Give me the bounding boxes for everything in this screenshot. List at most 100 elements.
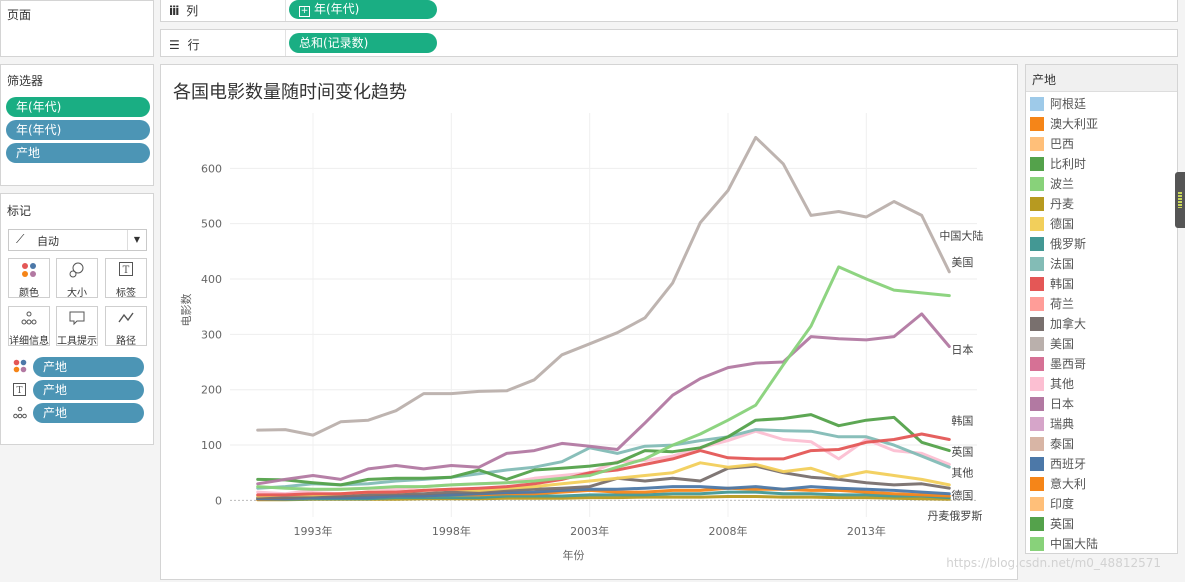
series-line xyxy=(256,135,951,437)
scrollbar-grip xyxy=(1178,192,1182,208)
mark-type-dropdown[interactable]: ⟋ 自动 ▼ xyxy=(8,229,147,251)
legend-swatch xyxy=(1030,97,1044,111)
columns-pill-year[interactable]: + 年(年代) xyxy=(289,0,437,19)
legend-swatch xyxy=(1030,177,1044,191)
y-tick-label: 600 xyxy=(201,162,222,175)
color-icon xyxy=(9,262,49,284)
filter-pill-year-2[interactable]: 年(年代) xyxy=(6,120,150,140)
columns-shelf[interactable]: iii 列 + 年(年代) xyxy=(160,0,1178,22)
legend-label: 德国 xyxy=(1050,217,1075,231)
x-tick-label: 2003年 xyxy=(570,524,609,538)
x-tick-label: 2013年 xyxy=(847,524,886,538)
x-tick-label: 1998年 xyxy=(432,524,471,538)
legend-swatch xyxy=(1030,357,1044,371)
marks-field-pill[interactable]: 产地 xyxy=(33,380,144,400)
legend-swatch xyxy=(1030,117,1044,131)
legend-label: 韩国 xyxy=(1050,277,1075,291)
detail-icon xyxy=(13,406,27,423)
columns-icon: iii xyxy=(169,4,179,18)
shelf-separator xyxy=(285,30,286,56)
rows-shelf[interactable]: ☰ 行 总和(记录数) xyxy=(160,29,1178,57)
chart-panel: 各国电影数量随时间变化趋势 0 100 200 300 400 500 600 1993年 19… xyxy=(160,64,1018,580)
legend-swatch xyxy=(1030,497,1044,511)
filter-pill-origin[interactable]: 产地 xyxy=(6,143,150,163)
legend-swatch xyxy=(1030,377,1044,391)
legend-label: 俄罗斯 xyxy=(1050,237,1087,251)
legend-header: 产地 xyxy=(1026,65,1177,92)
legend-swatch xyxy=(1030,417,1044,431)
y-tick-label: 0 xyxy=(215,494,222,507)
legend-swatch xyxy=(1030,257,1044,271)
legend-label: 中国大陆 xyxy=(1050,537,1099,551)
series-end-label: 美国 xyxy=(951,256,973,269)
marks-field-color[interactable]: 产地 xyxy=(13,357,148,377)
x-axis-title: 年份 xyxy=(563,548,585,562)
path-button[interactable]: 路径 xyxy=(105,306,147,347)
series-end-label: 英国 xyxy=(951,445,973,459)
tooltip-button[interactable]: 工具提示 xyxy=(56,306,98,347)
detail-icon xyxy=(9,310,49,332)
y-tick-label: 400 xyxy=(201,273,222,286)
legend-label: 意大利 xyxy=(1050,477,1087,491)
legend-swatch xyxy=(1030,237,1044,251)
legend-label: 日本 xyxy=(1050,397,1075,411)
legend-swatch xyxy=(1030,437,1044,451)
series-line xyxy=(256,265,951,491)
chevron-down-icon: ▼ xyxy=(127,230,146,250)
label-icon: T xyxy=(106,262,146,284)
legend-label: 法国 xyxy=(1050,257,1075,271)
legend-label: 丹麦 xyxy=(1050,197,1075,211)
svg-text:T: T xyxy=(123,265,130,276)
series-line xyxy=(256,428,951,490)
legend-label: 泰国 xyxy=(1050,437,1075,451)
pages-panel: 页面 xyxy=(0,0,154,57)
rows-shelf-label: ☰ 行 xyxy=(169,38,200,52)
legend-swatch xyxy=(1030,517,1044,531)
legend-swatch xyxy=(1030,477,1044,491)
scrollbar-handle[interactable] xyxy=(1175,172,1185,228)
series-line xyxy=(256,312,951,486)
legend-label: 阿根廷 xyxy=(1050,97,1087,111)
series-line xyxy=(256,485,951,501)
legend-label: 西班牙 xyxy=(1050,457,1087,471)
legend-label: 比利时 xyxy=(1050,157,1087,171)
marks-field-pill[interactable]: 产地 xyxy=(33,403,144,423)
legend-label: 加拿大 xyxy=(1050,317,1087,331)
path-icon xyxy=(106,310,146,332)
legend-label: 墨西哥 xyxy=(1050,357,1087,371)
label-button[interactable]: T 标签 xyxy=(105,258,147,299)
y-tick-label: 500 xyxy=(201,218,222,231)
filters-title: 筛选器 xyxy=(7,74,44,88)
legend-label: 巴西 xyxy=(1050,137,1075,151)
y-tick-label: 300 xyxy=(201,328,222,341)
series-end-label: 韩国 xyxy=(951,414,973,428)
size-button[interactable]: 大小 xyxy=(56,258,98,299)
marks-title: 标记 xyxy=(7,204,32,218)
svg-text:T: T xyxy=(16,386,22,396)
y-tick-label: 100 xyxy=(201,439,222,452)
rows-pill-count[interactable]: 总和(记录数) xyxy=(289,33,437,53)
legend-label: 英国 xyxy=(1050,517,1075,531)
detail-button[interactable]: 详细信息 xyxy=(8,306,50,347)
legend-swatch xyxy=(1030,457,1044,471)
filter-pill-year-1[interactable]: 年(年代) xyxy=(6,97,150,117)
legend-swatch xyxy=(1030,297,1044,311)
legend-panel: 产地 阿根廷 澳大利亚 巴西 比利时 波兰 丹麦 德国 俄罗斯 法国 韩国 荷兰 加拿大 美国 墨西哥 其他… xyxy=(1025,64,1178,554)
marks-panel: 标记 ⟋ 自动 ▼ 颜色 大小 T 标签 详细信息 工具提示 路径 产地 T 产… xyxy=(0,193,154,445)
filters-panel: 筛选器 年(年代) 年(年代) 产地 xyxy=(0,64,154,186)
series-line xyxy=(256,464,951,500)
legend-swatch xyxy=(1030,337,1044,351)
tooltip-icon xyxy=(57,310,97,332)
legend-swatch xyxy=(1030,537,1044,551)
legend-swatch xyxy=(1030,217,1044,231)
legend-swatch xyxy=(1030,277,1044,291)
marks-field-pill[interactable]: 产地 xyxy=(33,357,144,377)
marks-field-label[interactable]: T 产地 xyxy=(13,380,148,400)
color-button[interactable]: 颜色 xyxy=(8,258,50,299)
legend-title: 产地 xyxy=(1032,73,1057,87)
legend-swatch xyxy=(1030,157,1044,171)
series-end-label: 德国 xyxy=(951,488,973,502)
legend-swatch xyxy=(1030,197,1044,211)
marks-field-detail[interactable]: 产地 xyxy=(13,403,148,423)
pages-title: 页面 xyxy=(7,8,32,22)
